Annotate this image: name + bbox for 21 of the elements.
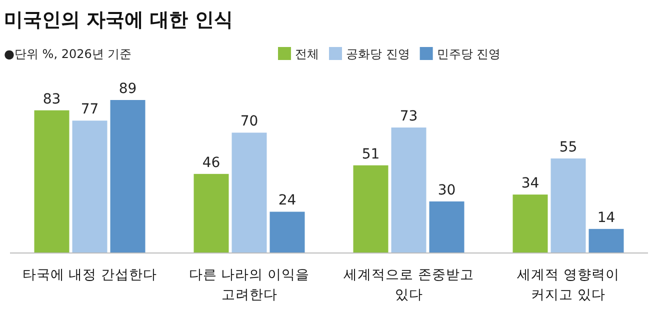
data-label: 24: [278, 192, 296, 209]
data-label: 14: [597, 210, 616, 226]
x-tick-label: 다른 나라의 이익을 고려한다: [188, 267, 310, 303]
legend-label: 공화당 진영: [346, 47, 410, 61]
legend-label: 민주당 진영: [436, 47, 501, 61]
data-label: 51: [362, 146, 380, 162]
data-label: 70: [240, 114, 258, 130]
data-label: 73: [400, 108, 418, 125]
data-label: 83: [42, 91, 61, 108]
data-label: 77: [80, 102, 99, 118]
data-label: 55: [559, 139, 578, 156]
data-label: 46: [202, 154, 220, 171]
data-label: 34: [521, 176, 540, 192]
x-tick-label: 세계적 영향력이 커지고 있다: [517, 267, 620, 303]
text: ●단위 %, 2026년 기준: [4, 47, 132, 61]
data-label: 89: [118, 81, 137, 97]
chart-title: 미국인의 자국에 대한 인식: [4, 9, 233, 31]
x-tick-label: 타국에 내정 간섭한다: [22, 267, 158, 283]
x-tick-label: 세계적으로 존중받고 있다: [344, 267, 474, 303]
data-label: 30: [438, 182, 456, 198]
legend-label: 전체: [295, 47, 319, 61]
